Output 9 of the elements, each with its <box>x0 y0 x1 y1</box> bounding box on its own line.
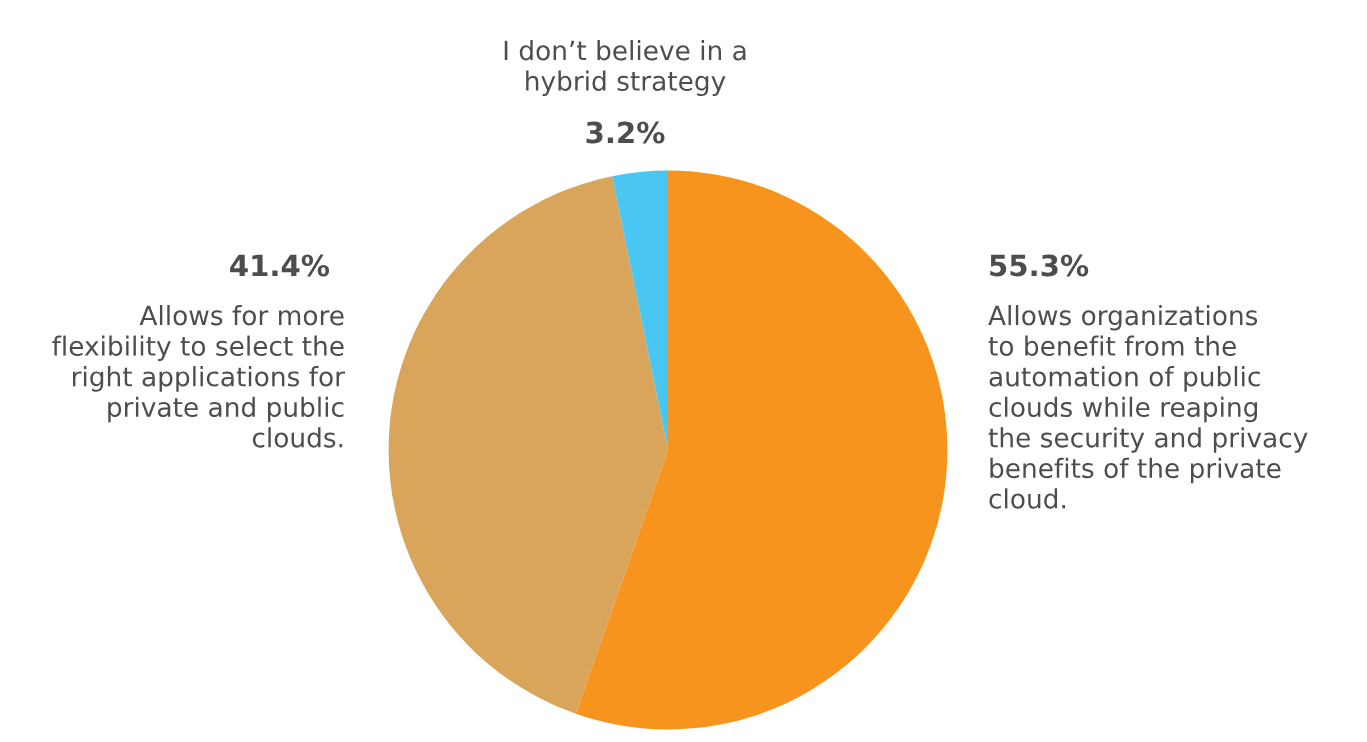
slice-label: Allows organizations to benefit from the automation of public clouds while reaping the security and privacy benefits of the private cloud. <box>988 305 1308 509</box>
slice-label: Allows for more flexibility to select the right applications for private and public clouds. <box>52 305 345 448</box>
data-label: 41.4% <box>230 254 330 277</box>
data-label: 55.3% <box>990 254 1089 277</box>
slice-label: I don’t believe in a hybrid strategy <box>504 40 746 97</box>
data-label: 3.2% <box>586 121 665 144</box>
pie-slice <box>575 170 948 730</box>
pie-slice <box>612 170 668 450</box>
pie-slice <box>388 176 668 714</box>
